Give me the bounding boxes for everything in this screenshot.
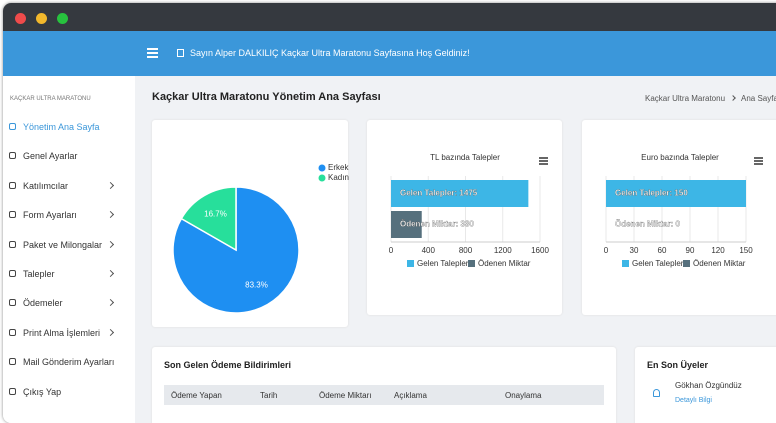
submenu-arrow — [106, 240, 115, 248]
sidebar-item[interactable]: Mail Gönderim Ayarları — [23, 357, 115, 368]
menu-toggle[interactable] — [143, 45, 159, 61]
welcome-text: Sayın Alper DALKILIÇ Kaçkar Ultra Marato… — [190, 48, 470, 58]
sidebar-icon — [9, 240, 16, 248]
sidebar-item[interactable]: Print Alma İşlemleri — [23, 327, 101, 338]
sidebar-item[interactable]: Paket ve Milongalar — [23, 239, 103, 250]
sidebar-icon — [9, 181, 16, 189]
sidebar-item[interactable]: Yönetim Ana Sayfa — [23, 122, 100, 132]
user-icon — [653, 389, 660, 397]
browser-window: Sayın Alper DALKILIÇ Kaçkar Ultra Marato… — [3, 3, 776, 423]
submenu-arrow — [106, 299, 115, 307]
sidebar-icon — [9, 387, 16, 395]
sidebar-item[interactable]: Form Ayarları — [23, 210, 77, 221]
sidebar: KAÇKAR ULTRA MARATONU Yönetim Ana Sayfa G… — [3, 76, 135, 423]
sidebar-item[interactable]: Ödemeler — [23, 298, 63, 309]
column-header: Onaylama — [505, 391, 542, 400]
submenu-arrow — [106, 328, 115, 336]
sidebar-icon — [9, 299, 16, 307]
page-title: Kaçkar Ultra Maratonu Yönetim Ana Sayfas… — [152, 91, 381, 103]
members-card: En Son Üyeler Gökhan Özgündüz Detaylı Bi… — [635, 347, 776, 423]
member-link[interactable]: Detaylı Bilgi — [675, 397, 712, 404]
sidebar-item[interactable]: Katılımcılar — [23, 180, 69, 191]
column-header: Ödeme Yapan — [171, 391, 222, 400]
member-name: Gökhan Özgündüz — [675, 381, 742, 390]
top-header: Sayın Alper DALKILIÇ Kaçkar Ultra Marato… — [3, 31, 776, 76]
breadcrumb-separator — [730, 95, 736, 101]
sidebar-brand: KAÇKAR ULTRA MARATONU — [10, 96, 91, 102]
payments-card: Son Gelen Ödeme Bildirimleri Ödeme Yapan… — [152, 347, 616, 423]
column-header: Açıklama — [394, 391, 427, 400]
members-title: En Son Üyeler — [647, 360, 709, 370]
submenu-arrow — [106, 211, 115, 219]
breadcrumb-link[interactable]: Kaçkar Ultra Maratonu — [645, 94, 726, 103]
sidebar-item[interactable]: Genel Ayarlar — [23, 151, 78, 162]
sidebar-icon — [9, 328, 16, 336]
submenu-arrow — [106, 269, 115, 278]
sidebar-item[interactable]: Çıkış Yap — [23, 386, 62, 397]
gender-card — [152, 120, 348, 327]
sidebar-icon — [9, 270, 16, 277]
sidebar-icon — [9, 358, 16, 366]
title-bar — [3, 3, 776, 31]
page: Sayın Alper DALKILIÇ Kaçkar Ultra Marato… — [3, 3, 776, 423]
submenu-arrow — [106, 181, 115, 189]
breadcrumb-current: Ana Sayfa — [741, 94, 776, 103]
welcome-icon — [177, 49, 184, 57]
euro-card — [582, 120, 776, 315]
tl-card — [367, 120, 562, 315]
column-header: Ödeme Miktarı — [319, 391, 372, 400]
column-header: Tarih — [260, 391, 278, 400]
maximize-button[interactable] — [57, 13, 68, 24]
payments-title: Son Gelen Ödeme Bildirimleri — [164, 360, 292, 370]
sidebar-item[interactable]: Talepler — [23, 269, 55, 279]
table-header: Ödeme Yapan Tarih Ödeme Miktarı Açıklama Ona… — [164, 385, 604, 405]
sidebar-icon — [9, 211, 16, 219]
sidebar-icon — [9, 152, 16, 160]
sidebar-icon — [9, 123, 16, 130]
minimize-button[interactable] — [36, 13, 47, 24]
close-button[interactable] — [15, 13, 26, 24]
